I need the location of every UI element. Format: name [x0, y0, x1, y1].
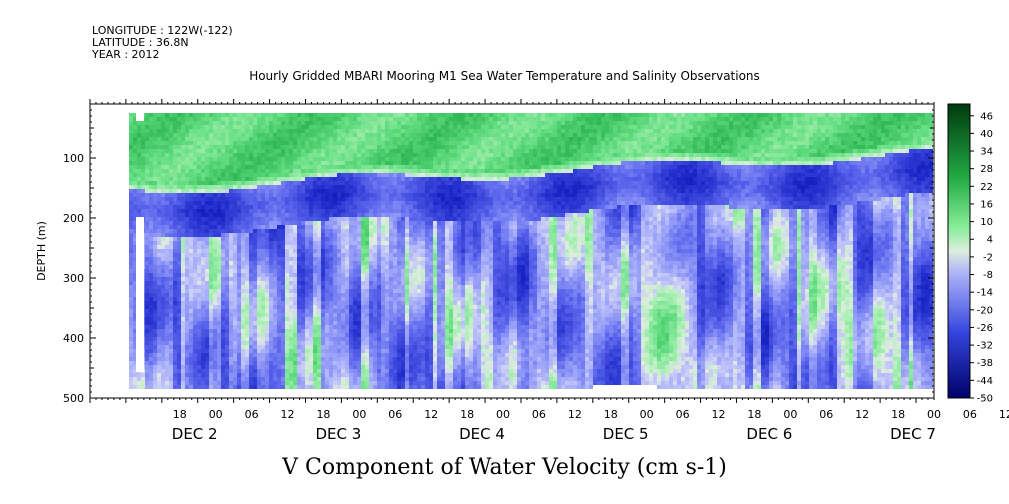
x-hour-label: 12	[712, 408, 726, 421]
y-tick-label: 100	[63, 152, 84, 165]
colorbar-label: -2	[983, 252, 993, 263]
colorbar	[947, 103, 971, 399]
x-hour-labels: 18 00 06 12 18 00 06 12 18 00 06 12 18 00 06 12 18 00 06 12…	[173, 408, 1009, 421]
x-hour-label: 00	[352, 408, 366, 421]
x-hour-label: 12	[568, 408, 582, 421]
y-tick-label: 200	[63, 212, 84, 225]
x-hour-label: 18	[316, 408, 330, 421]
y-axis-label: DEPTH (m)	[35, 221, 48, 281]
colorbar-label: 22	[980, 182, 993, 193]
x-hour-label: 12	[855, 408, 869, 421]
colorbar-label: -20	[977, 305, 993, 316]
x-hour-label: 12	[999, 408, 1009, 421]
x-axis-label: V Component of Water Velocity (cm s-1)	[282, 455, 727, 480]
x-day-label: DEC 7	[890, 425, 936, 443]
x-hour-label: 00	[496, 408, 510, 421]
colorbar-label: 4	[987, 235, 993, 246]
x-hour-label: 06	[963, 408, 977, 421]
x-hour-label: 00	[783, 408, 797, 421]
colorbar-label: -50	[977, 394, 993, 405]
x-day-label: DEC 3	[315, 425, 361, 443]
y-tick-label: 300	[63, 272, 84, 285]
x-hour-label: 00	[927, 408, 941, 421]
x-hour-label: 12	[281, 408, 295, 421]
x-hour-label: 00	[640, 408, 654, 421]
heatmap-field	[129, 113, 933, 389]
latitude-label: LATITUDE : 36.8N	[92, 36, 189, 49]
colorbar-label: 46	[980, 111, 993, 122]
colorbar-ticks	[970, 115, 974, 399]
x-hour-label: 18	[460, 408, 474, 421]
x-day-label: DEC 6	[746, 425, 792, 443]
y-tick-label: 500	[63, 392, 84, 405]
x-hour-label: 00	[209, 408, 223, 421]
colorbar-label: -8	[983, 270, 993, 281]
colorbar-label: 40	[980, 129, 993, 140]
colorbar-label: -26	[977, 323, 993, 334]
colorbar-label: -38	[977, 358, 993, 369]
colorbar-label: 28	[980, 164, 993, 175]
x-day-label: DEC 5	[603, 425, 649, 443]
axis-ticks	[89, 99, 935, 403]
colorbar-label: 34	[980, 147, 993, 158]
x-hour-label: 18	[604, 408, 618, 421]
x-hour-label: 06	[676, 408, 690, 421]
x-hour-label: 06	[532, 408, 546, 421]
colorbar-label: -14	[977, 288, 993, 299]
x-hour-label: 18	[173, 408, 187, 421]
x-hour-label: 06	[388, 408, 402, 421]
colorbar-labels: 46 40 34 28 22 16 10 4 -2 -8 -14 -20 -26 -32 -38 -44 -50	[977, 111, 993, 404]
plot-frame	[89, 103, 935, 399]
x-hour-label: 18	[891, 408, 905, 421]
x-hour-label: 06	[819, 408, 833, 421]
x-hour-label: 12	[424, 408, 438, 421]
colorbar-label: -44	[977, 376, 993, 387]
colorbar-label: -32	[977, 341, 993, 352]
year-label: YEAR : 2012	[92, 48, 160, 61]
colorbar-label: 10	[980, 217, 993, 228]
x-day-label: DEC 4	[459, 425, 505, 443]
x-hour-label: 18	[747, 408, 761, 421]
longitude-label: LONGITUDE : 122W(-122)	[92, 24, 233, 37]
y-tick-label: 400	[63, 332, 84, 345]
x-day-label: DEC 2	[172, 425, 218, 443]
x-hour-label: 06	[245, 408, 259, 421]
colorbar-label: 16	[980, 199, 993, 210]
y-tick-labels: 100 200 300 400 500	[63, 152, 84, 405]
chart-title: Hourly Gridded MBARI Mooring M1 Sea Wate…	[249, 69, 760, 83]
